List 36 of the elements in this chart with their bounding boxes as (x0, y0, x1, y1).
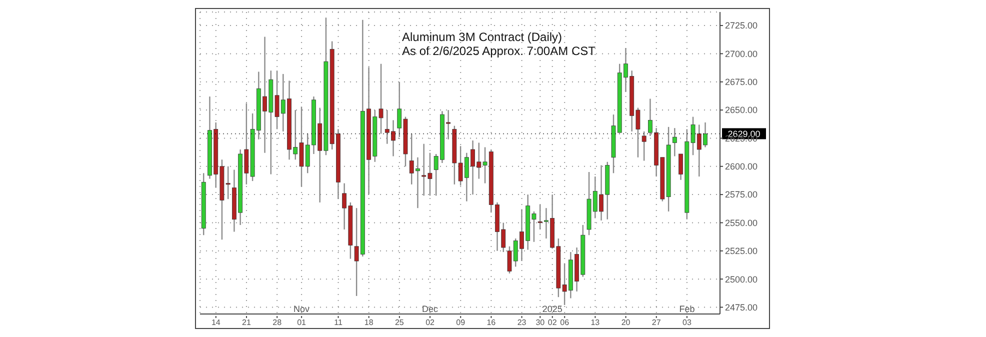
x-tick-label: 02 (548, 318, 558, 327)
text: As of 2/6/2025 Approx. 7:00AM CST (402, 44, 596, 58)
x-tick-label: 18 (364, 318, 374, 327)
y-tick-label: 2600.00 (725, 162, 758, 172)
y-tick-label: 2575.00 (725, 190, 758, 200)
y-tick-label: 2700.00 (725, 48, 758, 59)
y-tick-label: 2675.00 (725, 77, 758, 88)
y-tick-label: 2500.00 (725, 274, 758, 284)
x-tick-label: 16 (486, 318, 496, 327)
annotation: Dec (422, 304, 439, 314)
candlestick (672, 127, 677, 157)
text: Aluminum 3M Contract (Daily) (402, 30, 564, 44)
y-tick-label: 2525.00 (725, 246, 758, 256)
y-tick-label: 2475.00 (725, 302, 758, 312)
x-tick-label: 14 (211, 318, 221, 327)
annotation: Feb (679, 304, 695, 314)
x-tick-label: 02 (426, 318, 436, 327)
x-tick-label: 13 (590, 318, 600, 327)
x-tick-label: 01 (297, 318, 307, 327)
annotation: Nov (294, 304, 310, 314)
x-tick-label: 21 (242, 318, 252, 327)
x-tick-label: 11 (334, 318, 343, 327)
x-tick-label: 06 (560, 318, 570, 327)
x-tick-label: 23 (517, 318, 527, 327)
annotation: 2025 (542, 304, 562, 314)
y-tick-label: 2650.00 (725, 105, 758, 116)
x-tick-label: 27 (652, 318, 662, 327)
x-tick-label: 25 (394, 318, 404, 327)
x-tick-label: 28 (272, 318, 282, 327)
x-tick-label: 09 (456, 318, 466, 327)
y-tick-label: 2725.00 (725, 20, 758, 31)
x-tick-label: 30 (536, 318, 546, 327)
candlestick (642, 130, 646, 162)
y-tick-label: 2550.00 (725, 218, 758, 228)
x-tick-label: 03 (682, 318, 692, 327)
x-tick-label: 20 (621, 318, 631, 327)
